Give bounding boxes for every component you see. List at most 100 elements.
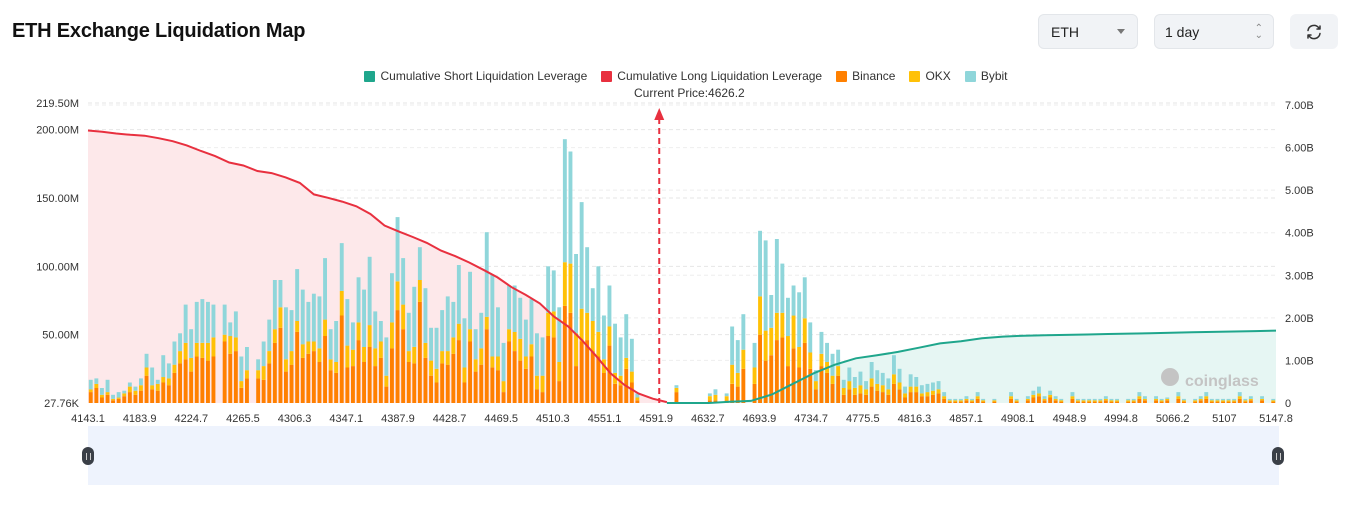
bar-binance <box>769 355 774 403</box>
bar-bybit <box>351 322 355 350</box>
bars <box>88 139 1276 403</box>
bar-binance <box>830 383 835 403</box>
bar-okx <box>351 349 355 367</box>
bar-binance <box>1009 398 1013 403</box>
bar-binance <box>306 353 311 403</box>
bar-binance <box>1159 401 1164 403</box>
bar-okx <box>596 331 601 357</box>
legend-item-okx[interactable]: OKX <box>909 69 951 83</box>
bar-bybit <box>707 393 712 397</box>
bar-okx <box>111 398 115 401</box>
bar-bybit <box>780 263 785 313</box>
bar-binance <box>808 368 813 403</box>
bar-okx <box>468 329 472 342</box>
bar-bybit <box>574 254 578 334</box>
bar-okx <box>852 388 857 395</box>
range-select[interactable]: 1 day ⌃ ⌄ <box>1154 14 1274 49</box>
bar-bybit <box>334 321 339 362</box>
bar-okx <box>523 356 528 369</box>
bar-okx <box>1115 400 1119 402</box>
x-axis-tick: 4775.5 <box>846 413 880 425</box>
bar-okx <box>847 381 852 390</box>
x-axis-tick: 4224.7 <box>174 413 208 425</box>
bar-okx <box>245 370 249 379</box>
legend-swatch <box>836 70 848 82</box>
bar-binance <box>116 398 121 403</box>
bar-bybit <box>942 392 947 397</box>
bar-okx <box>1059 400 1064 402</box>
bar-binance <box>1176 398 1181 403</box>
bar-bybit <box>373 311 378 349</box>
bar-okx <box>479 348 484 365</box>
bar-binance <box>975 398 980 403</box>
bar-okx <box>462 367 467 383</box>
right-range-handle[interactable] <box>1272 447 1284 465</box>
bar-bybit <box>139 378 143 386</box>
bar-okx <box>557 362 562 382</box>
right-axis-tick: 6.00B <box>1285 143 1314 155</box>
legend-item-short-cum[interactable]: Cumulative Short Liquidation Leverage <box>364 69 587 83</box>
bar-okx <box>496 356 500 371</box>
bar-binance <box>1182 401 1186 403</box>
bar-binance <box>602 372 606 403</box>
bar-okx <box>105 392 110 395</box>
bar-binance <box>1137 398 1142 403</box>
bar-binance <box>892 383 896 403</box>
bar-okx <box>239 381 244 388</box>
legend-item-long-cum[interactable]: Cumulative Long Liquidation Leverage <box>601 69 822 83</box>
bar-binance <box>613 383 617 403</box>
bar-bybit <box>1143 396 1147 399</box>
bar-binance <box>936 393 941 403</box>
bar-bybit <box>1115 398 1119 401</box>
bar-binance <box>802 342 807 403</box>
bar-okx <box>869 378 874 387</box>
bar-bybit <box>451 301 456 338</box>
bar-okx <box>1126 400 1131 402</box>
bar-binance <box>462 382 467 403</box>
bar-okx <box>1053 398 1058 401</box>
bar-binance <box>908 392 913 403</box>
bar-binance <box>88 392 93 403</box>
refresh-button[interactable] <box>1290 14 1338 49</box>
bar-binance <box>300 357 305 403</box>
bar-bybit <box>401 258 406 305</box>
bar-binance <box>384 386 389 403</box>
bar-okx <box>512 331 517 351</box>
bar-binance <box>468 341 472 403</box>
bar-okx <box>1165 398 1170 401</box>
bar-okx <box>970 400 974 402</box>
bar-bybit <box>94 378 99 384</box>
bar-okx <box>1131 400 1136 402</box>
bar-okx <box>562 262 567 306</box>
bar-okx <box>724 396 729 401</box>
bar-bybit <box>1076 398 1080 401</box>
bar-bybit <box>546 266 551 313</box>
bar-bybit <box>1048 390 1053 395</box>
bar-bybit <box>758 230 762 297</box>
bar-binance <box>875 390 880 403</box>
left-axis-tick: 200.00M <box>36 125 79 137</box>
bar-binance <box>852 394 857 403</box>
bar-binance <box>562 306 567 403</box>
legend-item-bybit[interactable]: Bybit <box>964 69 1008 83</box>
coin-select[interactable]: ETH <box>1038 14 1138 49</box>
x-axis-tick: 4857.1 <box>949 413 983 425</box>
bar-okx <box>607 326 612 346</box>
bar-okx <box>1226 400 1231 402</box>
bar-bybit <box>892 355 896 375</box>
left-axis-tick: 100.00M <box>36 261 79 273</box>
bar-okx <box>1204 396 1209 399</box>
bar-binance <box>501 392 506 403</box>
bar-binance <box>1025 400 1030 403</box>
bar-bybit <box>507 285 511 330</box>
left-range-handle[interactable] <box>82 447 94 465</box>
bar-bybit <box>886 378 891 390</box>
legend-item-binance[interactable]: Binance <box>836 69 895 83</box>
bar-binance <box>1053 400 1058 403</box>
bar-okx <box>1193 400 1198 402</box>
bar-binance <box>836 375 841 403</box>
bar-binance <box>1031 397 1036 403</box>
legend-label: Bybit <box>980 69 1008 83</box>
zoom-slider-track[interactable] <box>88 426 1279 485</box>
bar-okx <box>272 329 277 343</box>
